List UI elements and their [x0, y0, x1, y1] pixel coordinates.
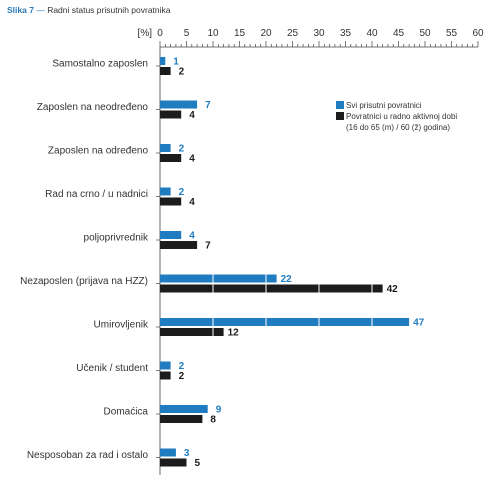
legend-label-all: Svi prisutni povratnici [346, 101, 422, 110]
bar-working-age [160, 110, 182, 119]
category-label: Domaćica [104, 407, 149, 418]
legend-item-all: Svi prisutni povratnici [336, 100, 457, 111]
bar-all-returnees [160, 405, 208, 413]
data-label: 47 [413, 318, 425, 329]
axis-unit-label: [%] [138, 28, 153, 39]
data-label: 22 [281, 274, 293, 285]
data-label: 5 [195, 458, 201, 469]
data-label: 12 [228, 328, 240, 339]
bar-all-returnees [160, 318, 410, 326]
bar-working-age [160, 458, 187, 467]
data-label: 42 [387, 284, 399, 295]
category-label: Rad na crno / u nadnici [45, 189, 148, 200]
data-label: 1 [173, 57, 179, 68]
bar-working-age [160, 241, 198, 249]
bar-all-returnees [160, 100, 198, 109]
data-label: 9 [216, 405, 222, 416]
x-tick-label: 0 [157, 28, 163, 39]
bar-working-age [160, 284, 383, 293]
x-tick-label: 55 [446, 28, 458, 39]
data-label: 4 [189, 231, 195, 242]
legend-swatch-all [336, 101, 344, 109]
category-label: Nezaposlen (prijava na HZZ) [20, 276, 148, 287]
bar-working-age [160, 371, 171, 380]
legend-swatch-working-age [336, 112, 344, 120]
data-label: 3 [184, 448, 190, 459]
category-label: Nesposoban za rad i ostalo [27, 450, 149, 461]
legend-item-working-age: Povratnici u radno aktivnoj dobi [336, 111, 457, 122]
bar-working-age [160, 328, 224, 336]
data-label: 2 [179, 371, 185, 382]
category-label: poljoprivrednik [84, 233, 149, 244]
x-tick-label: 40 [366, 28, 378, 39]
legend-label-working-age: Povratnici u radno aktivnoj dobi [346, 112, 458, 121]
data-label: 2 [179, 144, 185, 155]
data-label: 4 [189, 110, 195, 121]
data-label: 7 [205, 100, 211, 111]
x-tick-label: 20 [260, 28, 272, 39]
bar-all-returnees [160, 274, 277, 283]
figure-title-text: Radni status prisutnih povratnika [47, 5, 171, 15]
x-tick-label: 50 [419, 28, 431, 39]
bar-working-age [160, 197, 182, 206]
data-label: 2 [179, 67, 185, 78]
x-tick-label: 45 [393, 28, 405, 39]
chart-legend: Svi prisutni povratnici Povratnici u rad… [336, 100, 457, 133]
figure-separator: — [36, 5, 45, 15]
x-tick-label: 25 [287, 28, 299, 39]
data-label: 2 [179, 187, 185, 198]
figure-label: Slika 7 [7, 5, 34, 15]
category-label: Samostalno zaposlen [52, 59, 148, 70]
bar-working-age [160, 67, 171, 75]
x-tick-label: 30 [313, 28, 325, 39]
data-label: 8 [210, 415, 216, 426]
data-label: 2 [179, 361, 185, 372]
x-tick-label: 15 [234, 28, 246, 39]
bar-working-age [160, 415, 203, 423]
category-label: Zaposlen na neodređeno [37, 102, 149, 113]
data-label: 4 [189, 197, 195, 208]
bar-all-returnees [160, 448, 176, 457]
bar-all-returnees [160, 144, 171, 152]
bar-all-returnees [160, 187, 171, 196]
x-tick-label: 35 [340, 28, 352, 39]
data-label: 4 [189, 154, 195, 165]
x-tick-label: 60 [472, 28, 484, 39]
x-tick-label: 10 [207, 28, 219, 39]
legend-label-working-age-line2: (16 do 65 (m) / 60 (ž) godina) [346, 123, 451, 132]
bar-all-returnees [160, 57, 166, 65]
bar-working-age [160, 154, 182, 162]
figure-title: Slika 7 — Radni status prisutnih povratn… [7, 5, 171, 15]
category-label: Zaposlen na određeno [48, 146, 149, 157]
category-label: Umirovljenik [94, 320, 149, 331]
x-tick-label: 5 [184, 28, 190, 39]
data-label: 7 [205, 241, 211, 252]
bar-all-returnees [160, 231, 182, 239]
bar-all-returnees [160, 361, 171, 370]
category-label: Učenik / student [76, 363, 148, 374]
